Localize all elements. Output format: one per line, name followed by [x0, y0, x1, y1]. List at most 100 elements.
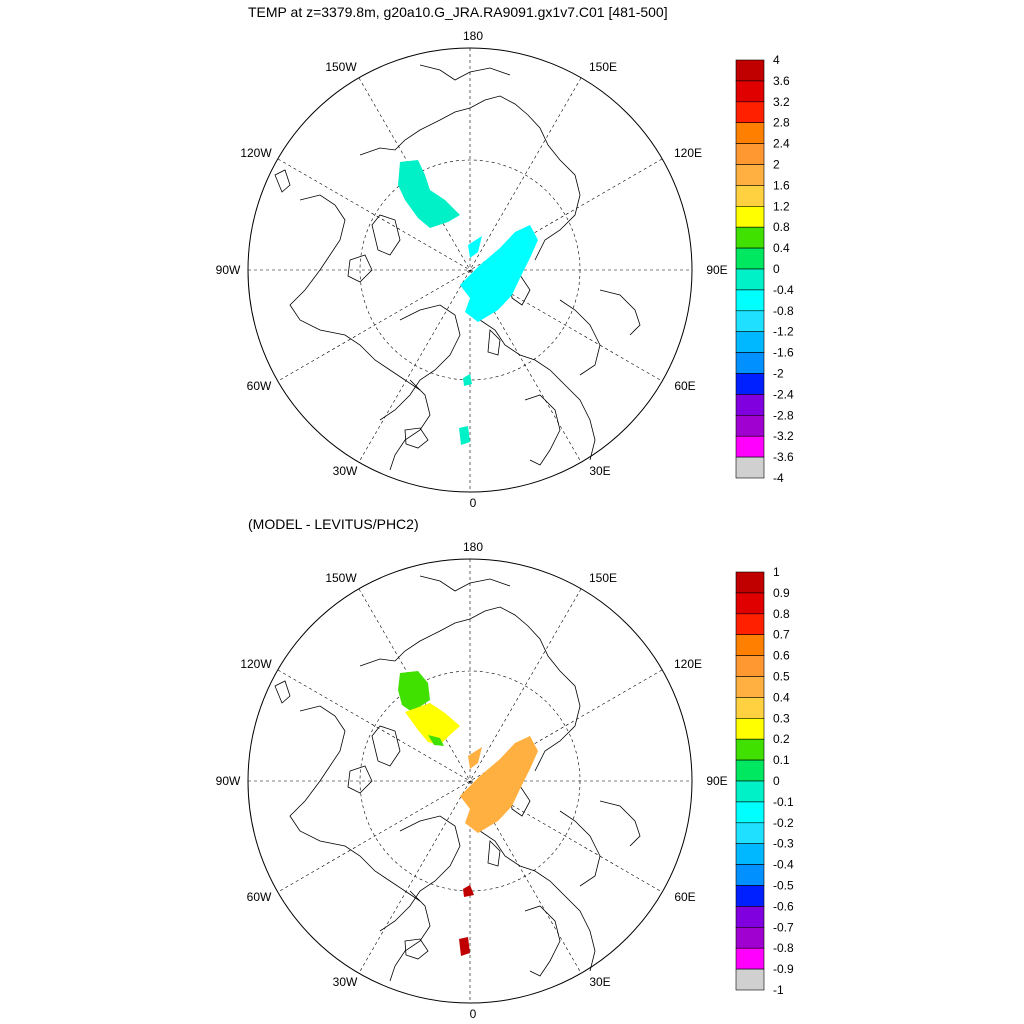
colorbar-tick-label: 0.2: [773, 732, 790, 746]
colorbar-swatch: [735, 456, 765, 479]
colorbar-tick-label: -0.9: [773, 962, 794, 976]
bottom-field-patch-greenland-sea: [459, 937, 470, 956]
bottom-graticule: [248, 559, 692, 1003]
bottom-field-patch-small: [468, 747, 482, 769]
colorbar-tick-label: 1.6: [773, 178, 790, 192]
colorbar-swatch: [735, 394, 765, 416]
colorbar-swatch: [735, 738, 765, 761]
top-field-patch-eurasian-basin: [460, 225, 538, 322]
colorbar-tick-label: -0.6: [773, 899, 794, 913]
longitude-label: 120W: [240, 657, 272, 671]
longitude-label: 90E: [706, 774, 727, 788]
bottom-field-patch-eurasian-basin: [460, 736, 538, 833]
colorbar-tick-label: 0.6: [773, 649, 790, 663]
colorbar-swatch: [735, 373, 765, 395]
colorbar-tick-label: -0.7: [773, 920, 794, 934]
bottom-longitude-labels: 180 150E 120E 90E 60E 30E 0 30W 60W 90W 120W 150W: [216, 540, 728, 1021]
top-meridian-150e-30w: [358, 77, 582, 463]
top-polar-map: 180 150E 120E 90E 60E 30E 0 30W 60W 90W 120W 150W: [216, 29, 728, 510]
longitude-label: 120W: [240, 146, 272, 160]
colorbar-swatch: [735, 101, 765, 124]
longitude-label: 150E: [589, 60, 617, 74]
longitude-label: 180: [463, 540, 483, 554]
longitude-label: 120E: [674, 657, 702, 671]
longitude-label: 150E: [589, 571, 617, 585]
colorbar-tick-label: -0.2: [773, 816, 794, 830]
colorbar-tick-label: -3.6: [773, 450, 794, 464]
colorbar-swatch: [735, 414, 765, 437]
longitude-label: 60W: [247, 890, 272, 904]
bottom-field-patch-fram: [463, 885, 474, 897]
top-meridian-150w-30e: [358, 77, 582, 463]
colorbar-swatch: [735, 613, 765, 635]
top-data-field: [398, 160, 538, 445]
colorbar-tick-label: -1.6: [773, 346, 794, 360]
colorbar-tick-label: -1: [773, 983, 784, 997]
colorbar-tick-label: -0.3: [773, 837, 794, 851]
colorbar-swatch: [735, 906, 765, 928]
bottom-field-patch-beaufort-green-small: [428, 735, 444, 746]
colorbar-swatch: [735, 310, 765, 332]
colorbar-tick-label: 0.5: [773, 670, 790, 684]
colorbar-tick-label: -0.8: [773, 304, 794, 318]
colorbar-swatch: [735, 926, 765, 949]
bottom-data-field: [398, 671, 538, 956]
colorbar-swatch: [735, 801, 765, 824]
top-field-patch-fram: [463, 374, 472, 386]
top-field-patch-beaufort: [398, 160, 460, 228]
colorbar-tick-label: 4: [773, 53, 780, 67]
bottom-polar-map: 180 150E 120E 90E 60E 30E 0 30W 60W 90W 120W 150W: [216, 540, 728, 1021]
top-colorbar: 4 3.6 3.2 2.8 2.4 2 1.6 1.2 0.8 0.4 0 -0.4 -0.8 -1.2 -…: [735, 53, 794, 485]
colorbar-tick-label: -2.8: [773, 408, 794, 422]
colorbar-tick-label: 0: [773, 262, 780, 276]
top-field-patch-small: [468, 236, 482, 258]
colorbar-tick-label: 0.8: [773, 220, 790, 234]
top-coastlines: [274, 64, 641, 471]
colorbar-swatch: [735, 697, 765, 719]
colorbar-tick-label: -1.2: [773, 325, 794, 339]
colorbar-tick-label: -0.1: [773, 795, 794, 809]
bottom-meridian-150w-30e: [358, 588, 582, 974]
longitude-label: 90W: [216, 263, 241, 277]
top-graticule: [248, 48, 692, 492]
colorbar-tick-label: -0.4: [773, 283, 794, 297]
top-longitude-labels: 180 150E 120E 90E 60E 30E 0 30W 60W 90W 120W 150W: [216, 29, 728, 510]
colorbar-tick-label: 0.4: [773, 690, 790, 704]
colorbar-swatch: [735, 571, 765, 594]
bottom-meridian-150e-30w: [358, 588, 582, 974]
colorbar-swatch: [735, 947, 765, 970]
bottom-meridian-120w-60e: [277, 669, 663, 893]
colorbar-swatch: [735, 331, 765, 353]
bottom-meridian-120e-60w: [277, 669, 663, 893]
colorbar-swatch: [735, 352, 765, 374]
colorbar-tick-label: 2.4: [773, 137, 790, 151]
colorbar-swatch: [735, 122, 765, 144]
longitude-label: 0: [470, 496, 477, 510]
colorbar-tick-label: 0.7: [773, 628, 790, 642]
colorbar-swatch: [735, 864, 765, 886]
longitude-label: 0: [470, 1007, 477, 1021]
colorbar-tick-label: 1.2: [773, 199, 790, 213]
longitude-label: 60E: [674, 890, 695, 904]
colorbar-swatch: [735, 59, 765, 82]
colorbar-tick-label: -0.5: [773, 879, 794, 893]
colorbar-tick-label: -4: [773, 471, 784, 485]
colorbar-tick-label: 3.2: [773, 95, 790, 109]
colorbar-swatch: [735, 822, 765, 844]
colorbar-swatch: [735, 226, 765, 249]
bottom-map-title: (MODEL - LEVITUS/PHC2): [248, 516, 419, 532]
top-map-title: TEMP at z=3379.8m, g20a10.G_JRA.RA9091.g…: [248, 4, 668, 20]
colorbar-tick-label: 0.1: [773, 753, 790, 767]
longitude-label: 150W: [325, 571, 357, 585]
colorbar-tick-label: -0.4: [773, 858, 794, 872]
colorbar-swatch: [735, 759, 765, 782]
colorbar-tick-label: -2: [773, 367, 784, 381]
colorbar-swatch: [735, 885, 765, 907]
colorbar-swatch: [735, 655, 765, 677]
colorbar-swatch: [735, 717, 765, 740]
bottom-coastlines: [274, 575, 641, 982]
longitude-label: 60W: [247, 379, 272, 393]
colorbar-swatch: [735, 143, 765, 165]
longitude-label: 150W: [325, 60, 357, 74]
